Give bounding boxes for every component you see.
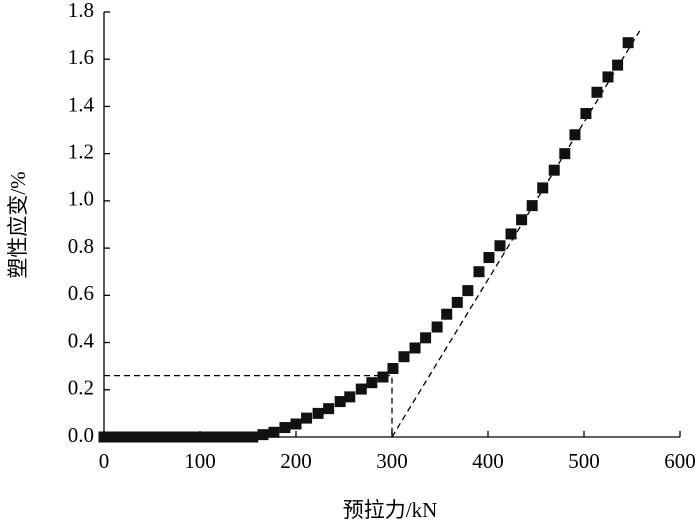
y-tick-label: 1.6 xyxy=(68,45,94,69)
y-axis-label: 塑性应变/% xyxy=(6,171,30,278)
point xyxy=(580,108,592,120)
point xyxy=(441,308,453,320)
point xyxy=(312,407,324,419)
point xyxy=(494,240,506,252)
point xyxy=(505,228,517,240)
point xyxy=(409,342,421,354)
x-tick-label: 100 xyxy=(184,449,216,473)
y-tick-label: 0.6 xyxy=(68,281,94,305)
point xyxy=(377,371,389,383)
point xyxy=(355,383,367,395)
point xyxy=(387,363,399,375)
y-tick-label: 0.8 xyxy=(68,234,94,258)
point xyxy=(398,351,410,363)
y-tick-label: 1.4 xyxy=(68,92,95,116)
point xyxy=(366,377,378,389)
point xyxy=(257,429,269,441)
point xyxy=(451,296,463,308)
x-tick-label: 400 xyxy=(472,449,504,473)
x-tick-label: 600 xyxy=(664,449,696,473)
point xyxy=(344,391,356,403)
point xyxy=(473,266,485,278)
y-tick-label: 0.4 xyxy=(68,328,95,352)
point xyxy=(462,285,474,297)
point xyxy=(622,37,634,49)
point xyxy=(247,431,259,443)
point xyxy=(301,412,313,424)
y-tick-label: 1.2 xyxy=(68,139,94,163)
y-tick-label: 0.0 xyxy=(68,423,94,447)
point xyxy=(537,182,549,194)
point xyxy=(516,214,528,226)
point xyxy=(334,396,346,408)
point xyxy=(548,164,560,176)
y-tick-label: 0.2 xyxy=(68,376,94,400)
point xyxy=(591,86,603,98)
point xyxy=(279,422,291,434)
point xyxy=(483,252,495,264)
guide-line xyxy=(104,374,393,437)
point xyxy=(612,59,624,71)
y-tick-label: 1.0 xyxy=(68,187,94,211)
x-tick-label: 500 xyxy=(568,449,600,473)
point xyxy=(420,332,432,344)
point xyxy=(526,200,538,212)
point xyxy=(569,129,581,141)
point xyxy=(431,321,443,333)
x-tick-label: 0 xyxy=(99,449,110,473)
point xyxy=(323,403,335,415)
point xyxy=(268,426,280,438)
x-tick-label: 200 xyxy=(280,449,312,473)
point xyxy=(290,418,302,430)
x-tick-label: 300 xyxy=(376,449,408,473)
point xyxy=(559,148,571,160)
point xyxy=(602,71,614,83)
y-tick-label: 1.8 xyxy=(68,0,94,22)
x-axis-label: 预拉力/kN xyxy=(343,498,438,522)
